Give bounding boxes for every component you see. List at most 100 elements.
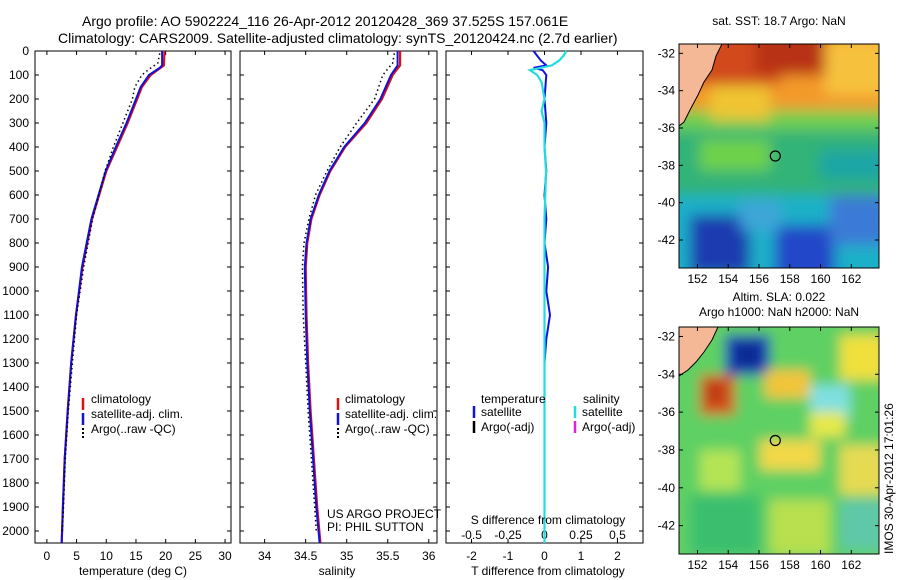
sla-map-frame bbox=[678, 326, 880, 555]
salinity-tick-label: 35 bbox=[340, 549, 354, 563]
depth-tick-label: 300 bbox=[9, 116, 29, 130]
depth-tick-label: 1200 bbox=[2, 332, 29, 346]
legend-satellite-label: satellite-adj. clim. bbox=[345, 407, 437, 421]
legend-t-satellite-label: satellite bbox=[481, 405, 522, 419]
sla-field bbox=[679, 327, 879, 554]
land-mass bbox=[679, 44, 723, 127]
depth-tick-label: 400 bbox=[9, 140, 29, 154]
lon-tick-label: 152 bbox=[687, 558, 707, 572]
argo-location-marker bbox=[769, 434, 781, 447]
argo-line bbox=[301, 53, 396, 532]
lat-tick-label: -34 bbox=[658, 84, 676, 98]
depth-tick-label: 1500 bbox=[2, 404, 29, 418]
sla-map-subtitle: Argo h1000: NaN h2000: NaN bbox=[699, 305, 859, 319]
argo-location-marker bbox=[769, 150, 781, 162]
depth-tick-label: 900 bbox=[9, 260, 29, 274]
temperature-tick-label: 5 bbox=[73, 549, 80, 563]
legend-climatology-label: climatology bbox=[91, 392, 151, 406]
lon-tick-label: 156 bbox=[749, 272, 769, 286]
s-diff-tick-label: -0.5 bbox=[461, 528, 482, 542]
lon-tick-label: 156 bbox=[749, 558, 769, 572]
temperature-series bbox=[60, 50, 166, 544]
temperature-axes-frame bbox=[34, 50, 232, 544]
header-subtitle: Climatology: CARS2009. Satellite-adjuste… bbox=[58, 30, 618, 46]
salinity-x-axis: 34 34.5 35 35.5 36 bbox=[258, 51, 436, 563]
lon-tick-label: 154 bbox=[718, 272, 738, 286]
salinity-tick-label: 34 bbox=[258, 549, 272, 563]
salinity-tick-label: 36 bbox=[422, 549, 436, 563]
legend-t-argo-label: Argo(-adj) bbox=[481, 420, 534, 434]
depth-tick-label: 100 bbox=[9, 68, 29, 82]
legend-s-satellite-label: satellite bbox=[582, 405, 623, 419]
temperature-legend: climatology satellite-adj. clim. Argo(..… bbox=[81, 392, 183, 440]
salinity-series bbox=[301, 51, 402, 544]
sst-map: sat. SST: 18.7 Argo: NaN 152 1 bbox=[658, 14, 880, 286]
argo-line bbox=[61, 53, 161, 532]
lat-tick-label: -34 bbox=[658, 367, 676, 381]
s-diff-tick-label: 0.25 bbox=[569, 528, 593, 542]
t-diff-tick-label: 1 bbox=[578, 549, 585, 563]
sst-map-axes: 152 154 156 158 160 162 -32 -34 -36 -38 -40 -42 bbox=[658, 44, 879, 286]
difference-y-ticks bbox=[446, 50, 643, 532]
temperature-tick-label: 20 bbox=[159, 549, 173, 563]
difference-panel: -2 -1 0 1 2 -0.5 -0.25 0 0.25 0.5 S difference f… bbox=[445, 50, 644, 578]
legend-argo-label: Argo(..raw -QC) bbox=[91, 422, 176, 436]
s-difference-axis: -0.5 -0.25 0 0.25 0.5 bbox=[461, 528, 626, 542]
salinity-axes-frame bbox=[239, 50, 438, 544]
s-diff-satellite-line bbox=[527, 50, 568, 543]
lon-tick-label: 162 bbox=[841, 558, 861, 572]
temperature-panel: 0100200300400500600700800900100011001200… bbox=[2, 44, 232, 578]
depth-tick-label: 2000 bbox=[2, 524, 29, 538]
depth-tick-label: 600 bbox=[9, 188, 29, 202]
t-diff-tick-label: -2 bbox=[466, 549, 477, 563]
depth-tick-label: 1800 bbox=[2, 476, 29, 490]
t-diff-tick-label: 2 bbox=[614, 549, 621, 563]
lon-tick-label: 158 bbox=[780, 558, 800, 572]
salinity-legend: climatology satellite-adj. clim. Argo(..… bbox=[336, 392, 437, 440]
depth-tick-label: 200 bbox=[9, 92, 29, 106]
t-difference-xlabel: T difference from climatology bbox=[471, 564, 625, 578]
lat-tick-label: -32 bbox=[658, 46, 676, 60]
depth-tick-label: 1900 bbox=[2, 500, 29, 514]
lat-tick-label: -36 bbox=[658, 121, 676, 135]
depth-tick-label: 700 bbox=[9, 212, 29, 226]
salinity-xlabel: salinity bbox=[319, 564, 356, 578]
salinity-panel: 34 34.5 35 35.5 36 salinity climatology sate… bbox=[239, 50, 442, 578]
lat-tick-label: -38 bbox=[658, 158, 676, 172]
depth-axis: 0 100 200 300 400 500 600 700 800 900 1000 1100 1200… bbox=[2, 44, 231, 538]
temperature-tick-label: 15 bbox=[129, 549, 143, 563]
depth-tick-label: 500 bbox=[9, 164, 29, 178]
sla-map-title: Altim. SLA: 0.022 bbox=[733, 290, 826, 304]
sst-map-frame bbox=[678, 43, 880, 269]
t-diff-tick-label: 0 bbox=[541, 549, 548, 563]
salinity-tick-label: 34.5 bbox=[294, 549, 318, 563]
lat-tick-label: -32 bbox=[658, 329, 676, 343]
temperature-x-axis: 0 5 10 15 20 25 30 bbox=[44, 51, 232, 563]
temperature-tick-label: 25 bbox=[189, 549, 203, 563]
sst-map-title: sat. SST: 18.7 Argo: NaN bbox=[712, 14, 845, 28]
depth-tick-label: 1000 bbox=[2, 284, 29, 298]
legend-temperature-title: temperature bbox=[481, 392, 546, 406]
temperature-tick-label: 0 bbox=[44, 549, 51, 563]
legend-s-argo-label: Argo(-adj) bbox=[582, 420, 635, 434]
legend-satellite-label: satellite-adj. clim. bbox=[91, 407, 183, 421]
s-difference-label: S difference from climatology bbox=[471, 513, 626, 527]
depth-tick-label: 1100 bbox=[3, 308, 29, 322]
credit-project: US ARGO PROJECT bbox=[327, 507, 442, 521]
lat-tick-label: -36 bbox=[658, 405, 676, 419]
lon-tick-label: 160 bbox=[811, 558, 831, 572]
lon-tick-label: 154 bbox=[718, 558, 738, 572]
difference-legend: temperature salinity satellite Argo(-adj… bbox=[472, 392, 635, 434]
lon-tick-label: 160 bbox=[811, 272, 831, 286]
sla-map-axes: 152 154 156 158 160 162 -32 -34 -36 -38 -40 -42 bbox=[658, 327, 879, 572]
temperature-tick-label: 30 bbox=[218, 549, 232, 563]
lat-tick-label: -40 bbox=[658, 196, 676, 210]
depth-tick-label: 1400 bbox=[2, 380, 29, 394]
lat-tick-label: -42 bbox=[658, 519, 676, 533]
t-diff-tick-label: -1 bbox=[503, 549, 514, 563]
satellite-line bbox=[303, 51, 399, 544]
t-difference-x-axis: -2 -1 0 1 2 bbox=[466, 51, 621, 563]
depth-tick-label: 0 bbox=[22, 44, 29, 58]
s-diff-tick-label: -0.25 bbox=[494, 528, 522, 542]
lat-tick-label: -38 bbox=[658, 443, 676, 457]
